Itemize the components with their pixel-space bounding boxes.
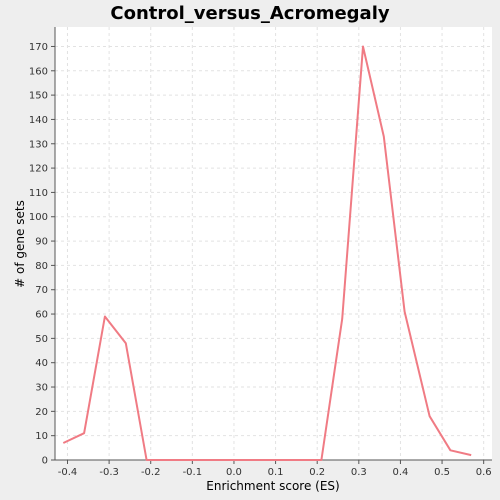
y-tick-label-70: 70 bbox=[35, 285, 48, 296]
y-tick-label-90: 90 bbox=[35, 237, 48, 248]
y-tick-label-100: 100 bbox=[29, 212, 48, 223]
x-tick-label-0-5: 0.5 bbox=[434, 467, 450, 478]
y-tick-label-0: 0 bbox=[42, 456, 48, 467]
x-tick-label-0-3: 0.3 bbox=[351, 467, 367, 478]
y-axis-label: # of gene sets bbox=[13, 200, 27, 288]
x-tick-label-0-2: 0.2 bbox=[309, 467, 325, 478]
y-tick-label-170: 170 bbox=[29, 42, 48, 53]
axes-layer: 0 10 20 30 40 50 60 70 80 90 100 110 120 130 140 150 160… bbox=[29, 27, 492, 478]
plot-area bbox=[55, 27, 492, 460]
x-tick-label-m0-3: -0.3 bbox=[99, 467, 119, 478]
chart-title: Control_versus_Acromegaly bbox=[110, 3, 389, 24]
grid-layer bbox=[55, 27, 492, 461]
y-tick-label-10: 10 bbox=[35, 431, 48, 442]
y-tick-label-80: 80 bbox=[35, 261, 48, 272]
y-tick-label-30: 30 bbox=[35, 383, 48, 394]
x-tick-label-m0-1: -0.1 bbox=[183, 467, 203, 478]
y-tick-label-110: 110 bbox=[29, 188, 48, 199]
y-tick-label-120: 120 bbox=[29, 164, 48, 175]
series-layer bbox=[62, 45, 472, 461]
x-axis-label: Enrichment score (ES) bbox=[206, 479, 339, 493]
x-tick-label-0: 0.0 bbox=[226, 467, 242, 478]
x-tick-label-m0-4: -0.4 bbox=[58, 467, 78, 478]
y-tick-label-130: 130 bbox=[29, 139, 48, 150]
series-line bbox=[62, 45, 472, 461]
y-tick-label-50: 50 bbox=[35, 334, 48, 345]
x-tick-label-0-6: 0.6 bbox=[476, 467, 492, 478]
y-tick-label-40: 40 bbox=[35, 358, 48, 369]
x-tick-label-m0-2: -0.2 bbox=[141, 467, 161, 478]
y-tick-label-60: 60 bbox=[35, 310, 48, 321]
x-tick-label-0-4: 0.4 bbox=[392, 467, 408, 478]
y-tick-label-20: 20 bbox=[35, 407, 48, 418]
x-tick-label-0-1: 0.1 bbox=[268, 467, 284, 478]
y-tick-label-140: 140 bbox=[29, 115, 48, 126]
y-tick-label-160: 160 bbox=[29, 66, 48, 77]
y-tick-label-150: 150 bbox=[29, 91, 48, 102]
